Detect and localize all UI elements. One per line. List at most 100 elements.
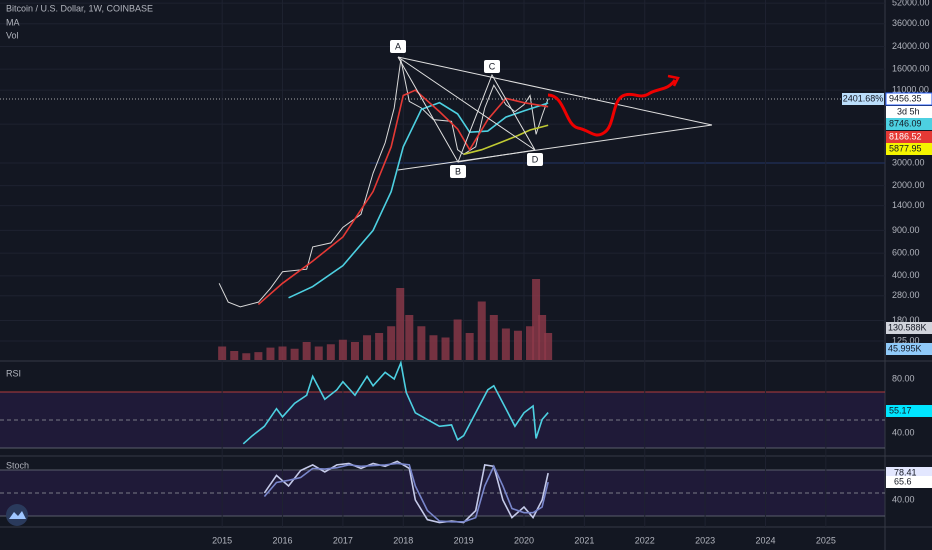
volume-bar	[417, 326, 426, 360]
volume-tag: 45.995K	[888, 343, 922, 353]
series-line	[242, 360, 549, 445]
volume-bar	[278, 346, 287, 360]
volume-bar	[302, 342, 311, 360]
x-tick-label: 2020	[514, 535, 534, 545]
y-tick-label: 36000.00	[892, 18, 930, 28]
x-tick-label: 2025	[816, 535, 836, 545]
y-tick-label: 1400.00	[892, 200, 925, 210]
volume-bar	[441, 337, 450, 360]
pattern-label: B	[455, 166, 461, 176]
volume-bar	[489, 315, 498, 360]
volume-bar	[290, 348, 299, 360]
y-tick-label: 125.00	[892, 335, 920, 345]
volume-bar	[538, 315, 547, 360]
stoch-tag: 65.6	[894, 476, 912, 486]
pattern-lines	[457, 149, 536, 163]
volume-bar	[405, 315, 414, 360]
volume-bar	[544, 333, 553, 360]
x-tick-label: 2016	[273, 535, 293, 545]
tag-bg	[886, 322, 932, 334]
x-tick-label: 2024	[755, 535, 775, 545]
y-tick-label: 52000.00	[892, 0, 930, 8]
volume-bar	[314, 346, 323, 360]
x-tick-label: 2017	[333, 535, 353, 545]
volume-bar	[513, 330, 522, 360]
tag-bg	[886, 106, 932, 118]
label-box	[484, 60, 500, 73]
x-tick-label: 2022	[635, 535, 655, 545]
change-tag: 2401.68%	[843, 93, 884, 103]
series-line	[288, 101, 549, 299]
trend-lower	[397, 124, 713, 171]
volume-bar	[230, 351, 239, 360]
countdown-tag: 3d 5h	[897, 106, 920, 116]
ma-tag: 5877.95	[889, 143, 922, 153]
pattern-label: A	[395, 41, 401, 51]
y-tick-label: 2000.00	[892, 180, 925, 190]
label-box	[450, 165, 466, 178]
panel-title: Stoch	[6, 460, 29, 470]
drawings	[397, 56, 713, 171]
volume-bar	[396, 288, 405, 360]
volume-bar	[526, 326, 535, 360]
volume-bar	[387, 326, 396, 360]
tag-bg	[842, 93, 884, 105]
volume-bar	[375, 333, 384, 360]
volume-bar	[532, 279, 541, 360]
label-box	[390, 40, 406, 53]
tag-bg	[886, 118, 932, 130]
y-tick-label: 80.00	[892, 373, 915, 383]
volume-bar	[501, 328, 510, 360]
tag-bg	[886, 476, 932, 488]
series-line	[257, 89, 549, 306]
volume-bar	[350, 342, 359, 360]
volume-bar	[465, 333, 474, 360]
y-tick-label: 16000.00	[892, 64, 930, 74]
y-tick-label: 11000.00	[892, 85, 929, 95]
ma-tag: 8746.09	[889, 118, 922, 128]
tag-bg	[886, 131, 932, 143]
x-tick-label: 2021	[574, 535, 594, 545]
series-line	[263, 460, 549, 524]
ma-tag: 8186.52	[889, 131, 922, 141]
volume-bar	[218, 346, 227, 360]
tag-bg	[886, 405, 932, 417]
panel-title: RSI	[6, 368, 21, 378]
volume-bar	[338, 339, 347, 360]
volume-bar	[326, 344, 335, 360]
series-line	[463, 124, 549, 156]
y-tick-label: 40.00	[892, 494, 915, 504]
volume-bar	[242, 353, 251, 360]
price-tag: 9456.35	[889, 93, 922, 103]
volume-bar	[254, 352, 263, 360]
indicator-name: Vol	[6, 30, 19, 40]
volume-bar	[453, 319, 462, 360]
pattern-label: C	[489, 61, 496, 71]
x-tick-label: 2023	[695, 535, 715, 545]
stoch-tag: 78.41	[894, 467, 917, 477]
x-tick-label: 2018	[393, 535, 413, 545]
y-tick-label: 180.00	[892, 315, 920, 325]
y-tick-label: 40.00	[892, 427, 915, 437]
pattern-label-group: A B C D	[390, 40, 543, 178]
y-tick-label: 600.00	[892, 247, 920, 257]
forecast-path	[547, 79, 677, 137]
series-line	[218, 59, 549, 308]
tag-bg	[885, 92, 932, 106]
tag-bg	[886, 143, 932, 155]
label-box	[527, 153, 543, 166]
logo-icon	[9, 511, 26, 519]
volume-bar	[429, 335, 438, 360]
y-tick-label: 280.00	[892, 290, 920, 300]
volume-tag: 130.588K	[888, 322, 927, 332]
x-tick-label: 2019	[454, 535, 474, 545]
volume-bar	[363, 335, 372, 360]
volume-bar	[266, 347, 275, 360]
tag-bg	[886, 343, 932, 355]
volume-bar	[477, 301, 486, 360]
y-tick-label: 900.00	[892, 225, 920, 235]
series-line	[263, 462, 549, 523]
forecast-arrow	[667, 74, 680, 87]
